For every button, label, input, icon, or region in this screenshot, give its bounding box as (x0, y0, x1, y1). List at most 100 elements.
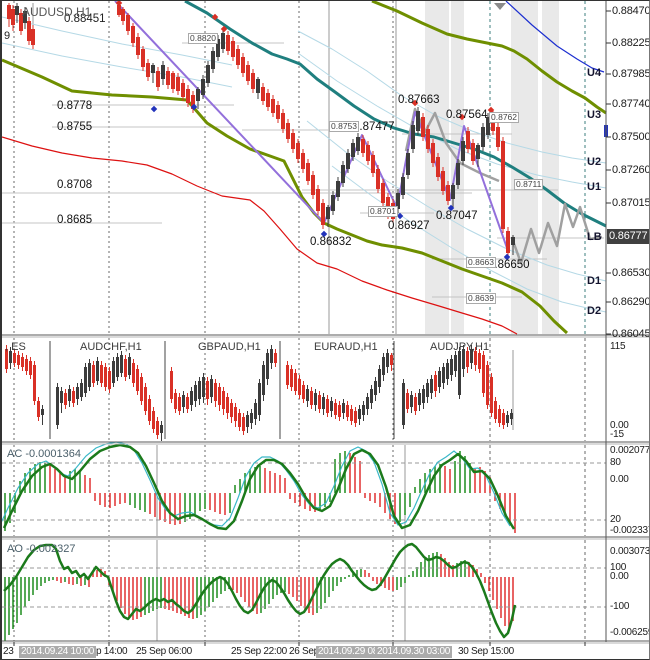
mini-candle (68, 389, 71, 401)
mini-candle (474, 351, 477, 365)
main-candle (151, 65, 155, 73)
partial-price-digit: 9 (4, 30, 11, 42)
swing-high-diamond (458, 113, 466, 121)
mini-candle (41, 409, 44, 415)
mini-candle (498, 409, 501, 423)
mini-candle (374, 381, 377, 395)
mini-candle (136, 369, 139, 391)
main-candle (236, 49, 240, 65)
main-candle (181, 83, 185, 97)
envelope-inner-line (2, 16, 233, 66)
main-candle (486, 117, 490, 135)
session-stripe (542, 1, 559, 334)
swing-high-diamond (211, 13, 219, 21)
price-level-label: 0.8755 (57, 121, 93, 133)
mini-candle (25, 359, 28, 371)
mini-candle (454, 355, 457, 371)
mini-candle (346, 405, 349, 417)
main-candle (501, 141, 505, 229)
main-candle (261, 87, 265, 101)
main-candle (511, 237, 515, 245)
mini-candle (402, 383, 405, 425)
time-axis-label: 2014.09.29 08:00 (316, 646, 394, 658)
mini-candle (80, 383, 83, 397)
chart-symbol-title: AUDUSD,H1 (22, 5, 92, 19)
main-candle (216, 39, 220, 57)
mini-candle (222, 391, 225, 409)
ao-axis-label: -0.006259 (610, 627, 650, 638)
main-candle (346, 153, 350, 169)
mini-candle (226, 397, 229, 413)
main-candle (246, 65, 250, 81)
main-candle (491, 115, 495, 131)
main-candle (117, 5, 121, 15)
main-candle (496, 127, 500, 147)
mini-candle (120, 355, 123, 373)
mini-candle (112, 361, 115, 383)
main-candle (421, 117, 425, 137)
teal-center-line (184, 1, 607, 228)
main-candle (316, 189, 320, 211)
time-axis-label: 2014.09.24 10:00 (19, 646, 97, 658)
main-candle (186, 89, 190, 103)
main-candle (19, 13, 23, 31)
mini-candle (186, 397, 189, 409)
mini-candle (486, 365, 489, 405)
ao-axis-label: 0.00 (610, 571, 629, 582)
price-axis-label: 0.87500 (612, 131, 650, 143)
mini-candle (96, 361, 99, 381)
main-candle (226, 35, 230, 51)
mini-candle (342, 403, 345, 413)
ao-indicator-label: AO -0.002327 (7, 543, 76, 555)
ao-axis-label: 0.003073 (610, 546, 650, 557)
mini-candle (148, 399, 151, 421)
main-candle (381, 183, 385, 203)
mini-candle (506, 415, 509, 423)
ac-axis-label: 80 (610, 457, 621, 468)
main-candle (191, 95, 195, 109)
mini-candle (182, 395, 185, 407)
ao-axis-label: -100 (610, 601, 630, 612)
main-candle (166, 71, 170, 85)
mini-candle (64, 393, 67, 405)
price-level-label-small: 0.8753 (329, 121, 359, 132)
price-level-label: 0.87564 (446, 109, 488, 121)
main-candle (441, 171, 445, 191)
mini-candle (266, 353, 269, 379)
mini-candle (178, 397, 181, 411)
ao-axis-label: 100 (610, 562, 627, 573)
mini-candle (410, 395, 413, 407)
mini-candle (362, 405, 365, 415)
price-axis-label: 0.88225 (612, 37, 650, 49)
mini-candle (442, 367, 445, 383)
price-level-label-small: 0.8701 (368, 206, 398, 217)
swing-low-diamond (396, 212, 404, 220)
mini-candle (92, 365, 95, 383)
swing-low-diamond (150, 105, 158, 113)
mini-candle (198, 381, 201, 399)
time-axis-label: 25 Sep 06:00 (136, 646, 192, 657)
mini-candle (458, 351, 461, 395)
mini-candle (334, 403, 337, 415)
mini-candle (124, 359, 127, 377)
mini-candle (390, 355, 393, 365)
price-level-label: 0.8778 (57, 100, 93, 112)
mini-candle (104, 367, 107, 387)
main-candle (241, 57, 245, 73)
swing-high-diamond (487, 106, 495, 114)
main-candle (211, 51, 215, 69)
mini-candle (494, 401, 497, 419)
mini-candle (108, 371, 111, 389)
mini-candle (378, 369, 381, 387)
swing-low-diamond (503, 253, 511, 261)
main-candle (311, 175, 315, 195)
main-candle (27, 21, 31, 41)
blue-u4-line (505, 1, 605, 73)
price-axis-label: 0.87015 (612, 197, 650, 209)
mini-candle (270, 349, 273, 363)
main-candle (366, 145, 370, 161)
price-axis-label: 0.88470 (612, 5, 650, 17)
mini-candle (274, 353, 277, 363)
